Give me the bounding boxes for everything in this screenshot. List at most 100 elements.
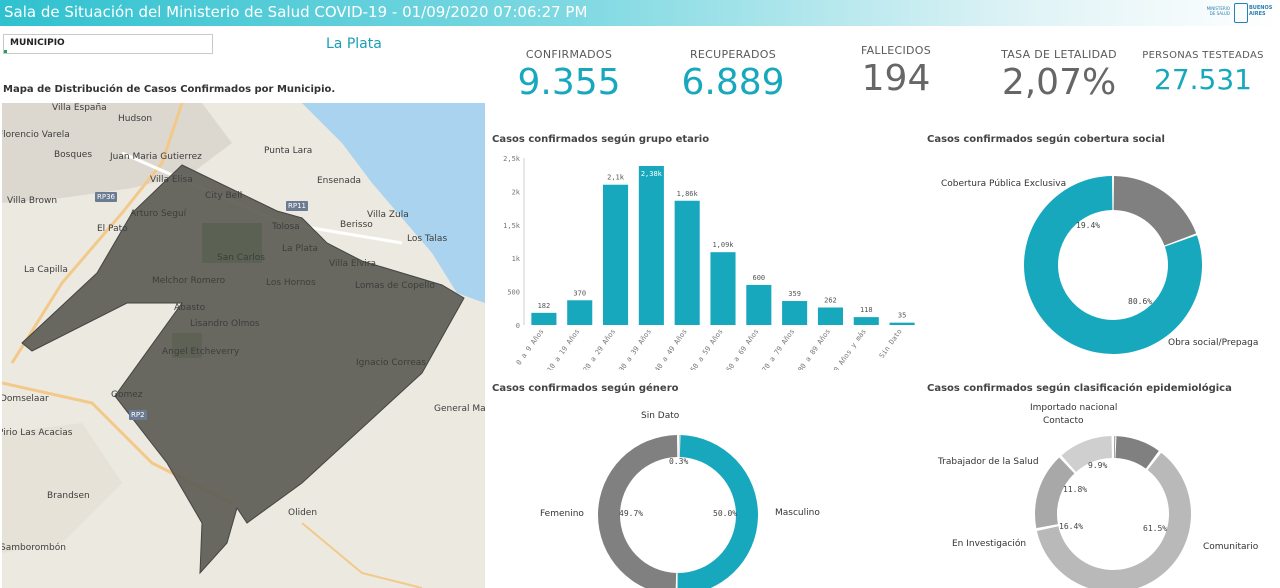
kpi-label: TASA DE LETALIDAD [1001,48,1117,61]
map-label: Punta Lara [264,146,313,156]
ministry-logo: MINISTERIO DE SALUD BUENOS AIRES [1202,2,1274,24]
map-label: Villa Brown [7,196,58,206]
donut-slice[interactable] [1024,176,1202,354]
kpi-label: FALLECIDOS [860,44,932,57]
pct-label: 9.9% [1088,461,1108,470]
filter-indicator [4,50,7,53]
bar[interactable] [674,200,700,325]
bar[interactable] [638,166,664,325]
bar-data-label: 2,38k [641,170,663,178]
legend-label: Comunitario [1203,542,1259,552]
donut-slice[interactable] [1113,176,1197,246]
map-label: Lisandro Olmos [190,319,260,329]
map-label: San Carlos [217,253,265,263]
bar-data-label: 2,1k [607,174,625,182]
map-label: Arturo Seguí [130,209,187,219]
bar-data-label: 359 [788,290,801,298]
municipio-map[interactable]: Villa España Hudson Florencio Varela Bos… [2,103,485,588]
legend-label: Sin Dato [641,411,680,421]
legend-label: Importado nacional [1030,403,1118,413]
chart-title-cobertura: Casos confirmados según cobertura social [927,134,1165,145]
pct-label: 19.4% [1076,221,1101,230]
map-canvas [2,103,485,588]
map-label: Pirio Las Acacias [2,428,73,438]
map-label: Lomas de Copello [355,281,435,291]
chart-title-clasificacion: Casos confirmados según clasificación ep… [927,383,1232,394]
donut-slice[interactable] [597,435,678,588]
bar-data-label: 262 [824,296,837,304]
bar[interactable] [782,301,808,325]
kpi-value: 2,07% [1001,62,1117,103]
bar[interactable] [889,322,915,325]
bar-data-label: 35 [898,312,906,320]
bar[interactable] [531,312,557,325]
chart-title-genero: Casos confirmados según género [492,383,679,394]
legend-label: Cobertura Pública Exclusiva [941,179,1067,189]
donut-slice[interactable] [1035,457,1075,529]
bar-data-label: 600 [752,274,765,282]
bar[interactable] [817,307,843,325]
kpi-label: RECUPERADOS [689,48,777,61]
kpi-recuperados: RECUPERADOS 6.889 [643,48,823,103]
y-tick-label: 2,5k [503,155,521,163]
pct-label: 16.4% [1059,522,1084,531]
donut-slice[interactable] [1061,436,1112,472]
map-label: Bosques [54,150,93,160]
y-tick-label: 0 [516,322,520,330]
donut-slice[interactable] [677,435,758,588]
kpi-confirmados: CONFIRMADOS 9.355 [479,48,659,103]
map-label: City Bell [205,191,243,201]
kpi-value: 6.889 [681,62,785,103]
map-label: Hudson [118,114,153,124]
municipio-filter[interactable]: MUNICIPIO [3,34,213,54]
map-label: Brandsen [47,491,90,501]
map-label: Domselaar [2,394,49,404]
map-label: Gomez [111,390,143,400]
kpi-label: CONFIRMADOS [525,48,613,61]
kpi-value: 9.355 [517,62,621,103]
bar[interactable] [710,252,736,325]
pct-label: 49.7% [619,509,644,518]
legend-label: Trabajador de la Salud [938,457,1039,467]
y-tick-label: 1,5k [503,222,521,230]
map-label: Los Talas [407,234,448,244]
bar[interactable] [603,184,629,325]
map-label: El Pato [97,224,128,234]
map-label: Ensenada [317,176,362,186]
road-shield: RP2 [129,410,147,420]
legend-label: Contacto [1043,416,1084,426]
map-label: Villa Zula [367,210,409,220]
donut-slice[interactable] [678,435,680,458]
donut-slice[interactable] [1036,452,1191,588]
bar[interactable] [746,284,772,325]
kpi-personas-testeadas: PERSONAS TESTEADAS 27.531 [1130,50,1276,97]
map-label: Oliden [288,508,318,518]
map-label: Berisso [340,220,373,230]
map-label: Villa España [52,103,107,113]
bar[interactable] [853,317,879,325]
pct-label: 61.5% [1143,524,1168,533]
pct-label: 0.3% [669,457,689,466]
legend-label: Obra social/Prepaga [1168,338,1259,348]
map-label: Abasto [174,303,206,313]
pct-label: 50.0% [713,509,738,518]
donut-slice[interactable] [1114,436,1116,459]
map-label: Ignacio Correas [356,358,426,368]
seal-icon [1234,3,1248,23]
map-label: Samborombón [2,543,66,553]
donut-slice[interactable] [1115,436,1159,469]
road-shield: RP36 [95,192,117,202]
kpi-label: PERSONAS TESTEADAS [1142,50,1264,61]
map-label: Florencio Varela [2,130,70,140]
bar-data-label: 182 [538,302,551,310]
bar[interactable] [567,300,593,325]
kpi-fallecidos: FALLECIDOS 194 [806,44,986,99]
municipio-filter-label: MUNICIPIO [10,38,65,48]
road-shield: RP11 [286,201,308,211]
bar-data-label: 118 [860,306,873,314]
map-label: La Plata [282,244,318,254]
